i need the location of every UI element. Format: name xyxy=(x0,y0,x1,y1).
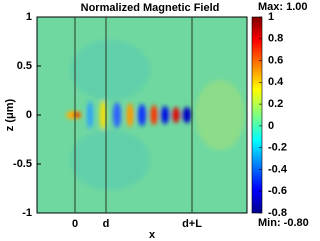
colorbar-tick-label: 0.6 xyxy=(268,54,283,66)
max-label: Max: 1.00 xyxy=(258,1,308,13)
y-tick-label: 0 xyxy=(26,109,32,121)
min-label: Min: -0.80 xyxy=(258,217,309,229)
colorbar-tick-label: 1 xyxy=(268,11,274,23)
x-tick-label: d+L xyxy=(182,218,202,230)
y-tick-label: -0.5 xyxy=(13,158,32,170)
y-tick-label: 1 xyxy=(26,11,32,23)
x-tick-label: d xyxy=(103,218,110,230)
colorbar-tick-label: -0.4 xyxy=(268,163,288,175)
colorbar-tick-label: 0 xyxy=(268,120,274,132)
colorbar-tick-label: 0.8 xyxy=(268,33,283,45)
colorbar-tick-label: -0.6 xyxy=(268,185,287,197)
x-axis-label: x xyxy=(149,229,156,241)
y-axis-label: z (μm) xyxy=(4,98,16,131)
y-tick-label: 0.5 xyxy=(17,60,32,72)
colorbar-tick-label: 0.4 xyxy=(268,76,284,88)
x-tick-label: 0 xyxy=(72,218,78,230)
chart-title: Normalized Magnetic Field xyxy=(81,2,220,14)
colorbar-tick-label: 0.2 xyxy=(268,98,283,110)
field xyxy=(37,17,247,213)
colorbar xyxy=(251,16,263,214)
colorbar-tick-label: -0.2 xyxy=(268,142,287,154)
colorbar-tick-label: -0.8 xyxy=(268,207,287,219)
y-tick-label: -1 xyxy=(22,207,32,219)
